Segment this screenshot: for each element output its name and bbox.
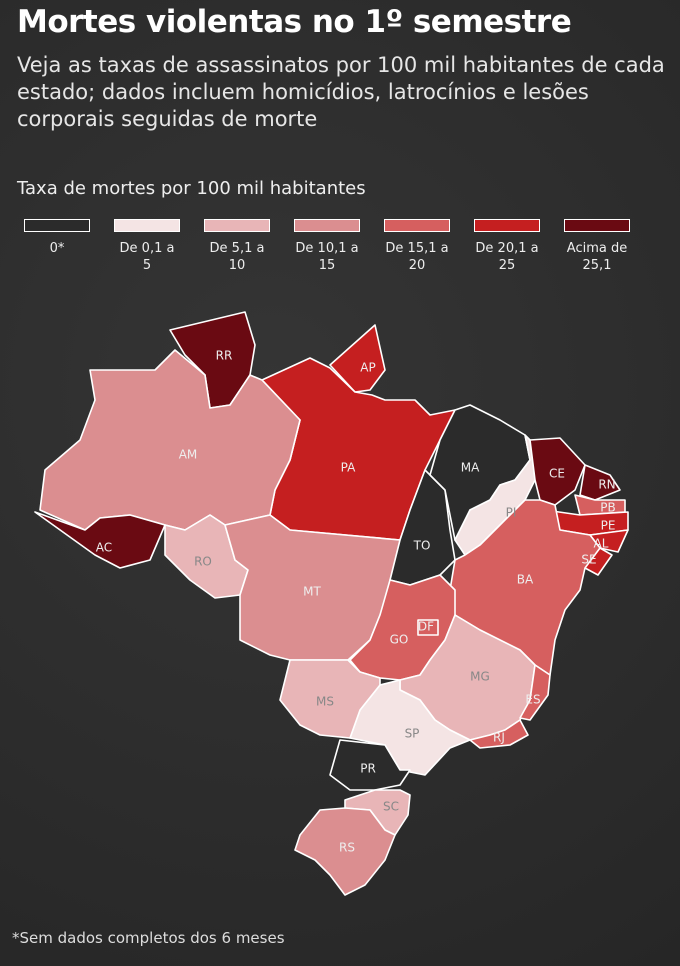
legend-item: De 5,1 a 10 xyxy=(192,219,282,274)
state-label: DF xyxy=(418,620,434,634)
legend-item: De 20,1 a 25 xyxy=(462,219,552,274)
legend-label: De 20,1 a 25 xyxy=(475,241,539,273)
state-label: AL xyxy=(594,537,609,551)
state-shape xyxy=(519,664,551,721)
footnote: *Sem dados completos dos 6 meses xyxy=(12,929,285,947)
state-label: AC xyxy=(96,541,112,555)
state-label: TO xyxy=(413,539,431,553)
legend-label: De 0,1 a 5 xyxy=(119,241,175,273)
state-shape xyxy=(39,349,301,531)
legend-item: De 10,1 a 15 xyxy=(282,219,372,274)
state-label: PE xyxy=(601,519,616,533)
legend-label: De 15,1 a 20 xyxy=(385,241,449,273)
state-label: CE xyxy=(549,467,565,481)
legend-item: De 0,1 a 5 xyxy=(102,219,192,274)
state-shape xyxy=(417,619,439,636)
state-shape xyxy=(329,739,411,791)
state-label: RS xyxy=(339,841,355,855)
legend-swatch xyxy=(384,219,450,232)
state-label: MG xyxy=(470,670,490,684)
state-shape xyxy=(574,494,626,516)
state-label: AM xyxy=(179,448,198,462)
state-shape xyxy=(469,719,529,749)
legend: 0* De 0,1 a 5 De 5,1 a 10 De 10,1 a 15 De 15… xyxy=(12,219,642,274)
legend-label: De 10,1 a 15 xyxy=(295,241,359,273)
state-label: PB xyxy=(600,501,615,515)
state-shape xyxy=(349,679,471,776)
state-label: RO xyxy=(194,555,212,569)
state-label: SC xyxy=(383,800,399,814)
legend-label: 0* xyxy=(49,241,65,256)
state-label: RN xyxy=(598,478,615,492)
legend-swatch xyxy=(564,219,630,232)
state-label: RR xyxy=(216,349,233,363)
legend-swatch xyxy=(204,219,270,232)
title: Mortes violentas no 1º semestre xyxy=(17,4,572,40)
state-label: MT xyxy=(303,585,321,599)
state-label: RJ xyxy=(493,731,505,745)
state-label: AP xyxy=(360,361,375,375)
legend-label: Acima de 25,1 xyxy=(566,241,628,273)
legend-swatch xyxy=(474,219,540,232)
state-label: GO xyxy=(390,633,409,647)
state-label: SP xyxy=(405,727,420,741)
state-label: PR xyxy=(360,762,376,776)
legend-swatch xyxy=(294,219,360,232)
state-label: BA xyxy=(517,573,534,587)
state-shape xyxy=(279,659,381,739)
state-label: MA xyxy=(461,461,480,475)
state-label: SE xyxy=(581,553,596,567)
legend-swatch xyxy=(24,219,90,232)
state-label: PA xyxy=(341,461,356,475)
legend-label: De 5,1 a 10 xyxy=(209,241,265,273)
state-label: MS xyxy=(316,695,334,709)
state-shape xyxy=(579,464,621,501)
subtitle: Veja as taxas de assassinatos por 100 mi… xyxy=(17,53,665,131)
legend-item: 0* xyxy=(12,219,102,274)
legend-item: Acima de 25,1 xyxy=(552,219,642,274)
state-label: PI xyxy=(506,506,517,520)
state-shape xyxy=(294,807,396,896)
legend-title: Taxa de mortes por 100 mil habitantes xyxy=(17,178,366,199)
state-shape xyxy=(454,434,536,556)
legend-item: De 15,1 a 20 xyxy=(372,219,462,274)
legend-swatch xyxy=(114,219,180,232)
state-label: ES xyxy=(525,693,540,707)
state-shape xyxy=(529,437,586,506)
